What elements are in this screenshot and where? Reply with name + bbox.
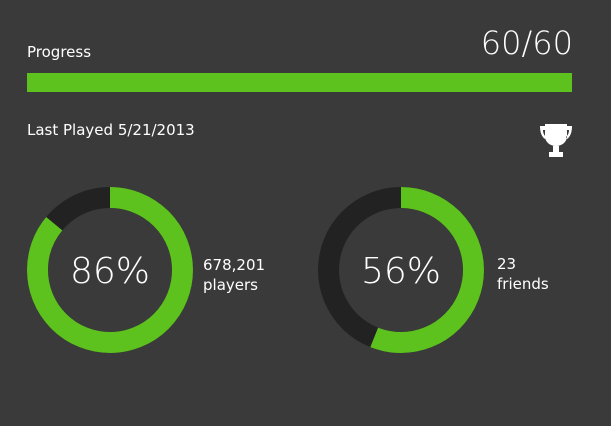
donut-label: 56% (361, 251, 441, 292)
progress-bar (27, 73, 572, 92)
trophy-icon (540, 124, 572, 157)
donut-arc (27, 187, 193, 353)
donut-label: 86% (70, 251, 150, 292)
progress-label: Progress (27, 43, 92, 61)
progress-count: 60/60 (480, 24, 573, 62)
donut-caption: 23 friends (497, 255, 549, 293)
donut-arc (318, 187, 484, 353)
last-played: Last Played 5/21/2013 (27, 121, 195, 139)
donut-caption: 678,201 players (203, 256, 266, 294)
progress-track (27, 73, 572, 92)
